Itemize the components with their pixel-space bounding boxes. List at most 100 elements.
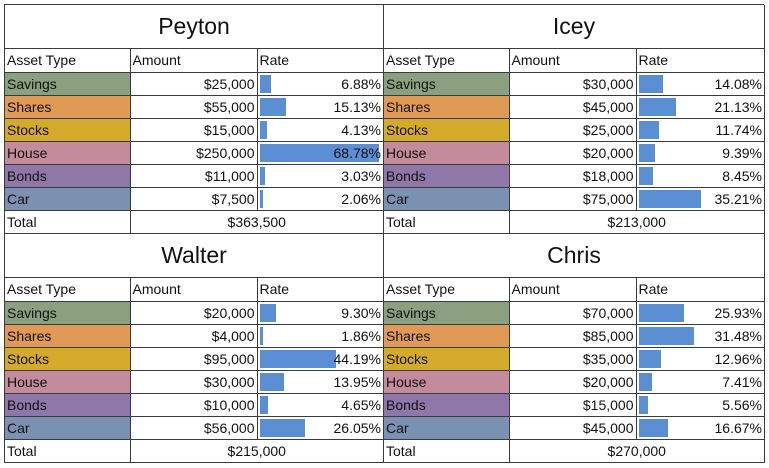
rate-cell[interactable]: 5.56% <box>636 393 765 417</box>
asset-type-cell[interactable]: House <box>5 141 131 165</box>
amount-header[interactable]: Amount <box>130 278 258 302</box>
asset-type-cell[interactable]: Car <box>384 416 510 440</box>
person-name[interactable]: Chris <box>384 234 765 278</box>
rate-cell[interactable]: 11.74% <box>636 118 765 142</box>
asset-type-cell[interactable]: House <box>384 370 510 394</box>
amount-cell[interactable]: $30,000 <box>130 370 258 394</box>
rate-cell[interactable]: 4.13% <box>257 118 384 142</box>
asset-type-cell[interactable]: Shares <box>5 324 131 348</box>
amount-cell[interactable]: $56,000 <box>130 416 258 440</box>
rate-cell[interactable]: 9.39% <box>636 141 765 165</box>
amount-header[interactable]: Amount <box>509 49 637 73</box>
total-label[interactable]: Total <box>384 439 510 463</box>
total-amount[interactable]: $363,500 <box>130 210 384 234</box>
rate-cell[interactable]: 9.30% <box>257 301 384 325</box>
rate-cell[interactable]: 25.93% <box>636 301 765 325</box>
rate-cell[interactable]: 6.88% <box>257 72 384 96</box>
amount-cell[interactable]: $4,000 <box>130 324 258 348</box>
amount-header[interactable]: Amount <box>130 49 258 73</box>
asset-type-cell[interactable]: Bonds <box>5 393 131 417</box>
asset-type-cell[interactable]: Car <box>5 416 131 440</box>
rate-cell[interactable]: 31.48% <box>636 324 765 348</box>
rate-cell[interactable]: 15.13% <box>257 95 384 119</box>
asset-type-header[interactable]: Asset Type <box>5 49 131 73</box>
rate-cell[interactable]: 2.06% <box>257 187 384 211</box>
asset-type-header[interactable]: Asset Type <box>384 49 510 73</box>
asset-type-cell[interactable]: Savings <box>5 72 131 96</box>
asset-type-cell[interactable]: Savings <box>384 301 510 325</box>
amount-cell[interactable]: $35,000 <box>509 347 637 371</box>
asset-type-cell[interactable]: Savings <box>5 301 131 325</box>
rate-cell[interactable]: 3.03% <box>257 164 384 188</box>
rate-cell[interactable]: 26.05% <box>257 416 384 440</box>
rate-cell[interactable]: 8.45% <box>636 164 765 188</box>
amount-cell[interactable]: $25,000 <box>130 72 258 96</box>
amount-cell[interactable]: $15,000 <box>130 118 258 142</box>
asset-type-cell[interactable]: Stocks <box>5 347 131 371</box>
rate-cell[interactable]: 68.78% <box>257 141 384 165</box>
total-label[interactable]: Total <box>5 439 131 463</box>
amount-cell[interactable]: $25,000 <box>509 118 637 142</box>
amount-cell[interactable]: $11,000 <box>130 164 258 188</box>
rate-cell[interactable]: 1.86% <box>257 324 384 348</box>
amount-cell[interactable]: $70,000 <box>509 301 637 325</box>
rate-cell[interactable]: 12.96% <box>636 347 765 371</box>
amount-cell[interactable]: $95,000 <box>130 347 258 371</box>
asset-type-cell[interactable]: Bonds <box>384 393 510 417</box>
total-label[interactable]: Total <box>384 210 510 234</box>
total-amount[interactable]: $270,000 <box>509 439 765 463</box>
rate-header[interactable]: Rate <box>636 49 765 73</box>
amount-cell[interactable]: $20,000 <box>509 141 637 165</box>
amount-header[interactable]: Amount <box>509 278 637 302</box>
table-row: House $20,000 7.41% <box>384 370 765 394</box>
amount-cell[interactable]: $20,000 <box>509 370 637 394</box>
amount-cell[interactable]: $20,000 <box>130 301 258 325</box>
asset-type-cell[interactable]: Shares <box>384 324 510 348</box>
rate-cell[interactable]: 21.13% <box>636 95 765 119</box>
asset-type-cell[interactable]: Car <box>5 187 131 211</box>
asset-type-cell[interactable]: Stocks <box>384 118 510 142</box>
person-name[interactable]: Peyton <box>5 5 384 49</box>
asset-type-cell[interactable]: Shares <box>384 95 510 119</box>
amount-cell[interactable]: $7,500 <box>130 187 258 211</box>
amount-cell[interactable]: $15,000 <box>509 393 637 417</box>
asset-type-cell[interactable]: Car <box>384 187 510 211</box>
amount-cell[interactable]: $30,000 <box>509 72 637 96</box>
rate-cell[interactable]: 14.08% <box>636 72 765 96</box>
rate-cell[interactable]: 35.21% <box>636 187 765 211</box>
asset-type-cell[interactable]: Bonds <box>5 164 131 188</box>
rate-header[interactable]: Rate <box>257 49 384 73</box>
amount-cell[interactable]: $18,000 <box>509 164 637 188</box>
total-amount[interactable]: $213,000 <box>509 210 765 234</box>
rate-cell[interactable]: 4.65% <box>257 393 384 417</box>
amount-cell[interactable]: $45,000 <box>509 416 637 440</box>
person-name[interactable]: Walter <box>5 234 384 278</box>
rate-header[interactable]: Rate <box>636 278 765 302</box>
asset-type-cell[interactable]: House <box>384 141 510 165</box>
total-label[interactable]: Total <box>5 210 131 234</box>
asset-type-cell[interactable]: Bonds <box>384 164 510 188</box>
asset-type-header[interactable]: Asset Type <box>384 278 510 302</box>
amount-cell[interactable]: $45,000 <box>509 95 637 119</box>
person-name[interactable]: Icey <box>384 5 765 49</box>
total-amount[interactable]: $215,000 <box>130 439 384 463</box>
asset-type-cell[interactable]: Stocks <box>5 118 131 142</box>
rate-cell[interactable]: 16.67% <box>636 416 765 440</box>
asset-type-cell[interactable]: Savings <box>384 72 510 96</box>
asset-type-cell[interactable]: House <box>5 370 131 394</box>
header-row: Asset Type Amount Rate <box>384 49 765 73</box>
rate-cell[interactable]: 13.95% <box>257 370 384 394</box>
rate-cell[interactable]: 7.41% <box>636 370 765 394</box>
person-block: Peyton Asset Type Amount Rate Savings $25,000… <box>5 5 384 234</box>
asset-type-header[interactable]: Asset Type <box>5 278 131 302</box>
rate-header[interactable]: Rate <box>257 278 384 302</box>
asset-type-cell[interactable]: Shares <box>5 95 131 119</box>
amount-cell[interactable]: $55,000 <box>130 95 258 119</box>
amount-cell[interactable]: $85,000 <box>509 324 637 348</box>
asset-type-cell[interactable]: Stocks <box>384 347 510 371</box>
amount-cell[interactable]: $75,000 <box>509 187 637 211</box>
amount-cell[interactable]: $10,000 <box>130 393 258 417</box>
amount-cell[interactable]: $250,000 <box>130 141 258 165</box>
rate-cell[interactable]: 44.19% <box>257 347 384 371</box>
table-row: Stocks $35,000 12.96% <box>384 347 765 371</box>
